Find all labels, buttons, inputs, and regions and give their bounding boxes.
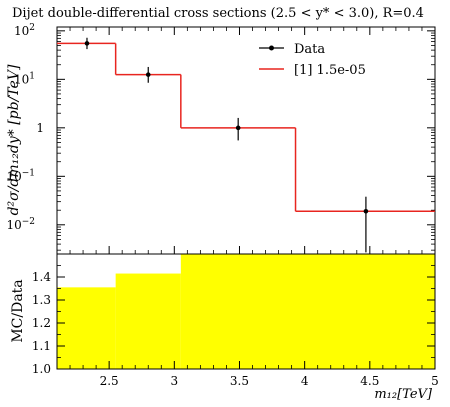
data-points bbox=[84, 37, 369, 253]
legend-data-marker bbox=[269, 45, 274, 51]
main-y-axis-label: d²σ/dm₁₂dy* [pb/TeV] bbox=[6, 64, 22, 215]
ratio-fill bbox=[57, 254, 435, 369]
x-tick-label: 4.5 bbox=[360, 374, 379, 388]
chart-title: Dijet double-differential cross sections… bbox=[12, 6, 424, 21]
ratio-y-axis-label: MC/Data bbox=[10, 279, 26, 342]
x-tick-label: 2.5 bbox=[100, 374, 119, 388]
x-tick-label: 3 bbox=[170, 374, 178, 388]
data-point bbox=[84, 41, 90, 46]
x-tick-label: 4 bbox=[301, 374, 309, 388]
ratio-y-tick-label: 1.0 bbox=[32, 362, 51, 376]
main-plot-frame bbox=[56, 26, 436, 255]
ratio-panel: 1.0 1.1 1.2 1.3 1.4 2.5 3 3.5 4 4.5 5 MC/Data m₁₂… bbox=[10, 253, 439, 402]
legend-data-label: Data bbox=[294, 42, 325, 57]
y-tick-label: 102 bbox=[14, 23, 35, 38]
main-x-ticks bbox=[56, 27, 436, 254]
y-tick-label: 1 bbox=[36, 121, 44, 135]
ratio-x-ticks: 2.5 3 3.5 4 4.5 5 bbox=[56, 361, 439, 388]
ratio-bin bbox=[115, 273, 181, 369]
data-point bbox=[363, 208, 369, 214]
legend: Data [1] 1.5e-05 bbox=[259, 42, 366, 78]
legend-mc-label: [1] 1.5e-05 bbox=[294, 63, 366, 78]
ratio-y-tick-label: 1.2 bbox=[32, 316, 51, 330]
x-tick-label: 5 bbox=[431, 374, 439, 388]
ratio-y-tick-label: 1.1 bbox=[32, 339, 51, 353]
ratio-y-ticks: 1.0 1.1 1.2 1.3 1.4 bbox=[32, 265, 435, 376]
ratio-bin bbox=[180, 254, 435, 369]
data-point bbox=[145, 72, 151, 77]
data-point bbox=[235, 125, 241, 131]
ratio-bin bbox=[57, 287, 116, 369]
x-tick-label: 3.5 bbox=[230, 374, 249, 388]
y-tick-label: 10−2 bbox=[6, 217, 35, 232]
ratio-y-tick-label: 1.3 bbox=[32, 293, 51, 307]
x-axis-label: m₁₂[TeV] bbox=[374, 387, 433, 402]
mc-step-line bbox=[57, 42, 435, 213]
ratio-y-tick-label: 1.4 bbox=[32, 270, 51, 284]
